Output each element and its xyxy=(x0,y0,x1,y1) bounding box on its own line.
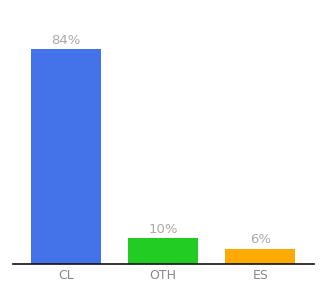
Bar xyxy=(225,249,295,264)
Bar xyxy=(31,49,101,264)
Text: 10%: 10% xyxy=(148,223,178,236)
Text: 84%: 84% xyxy=(52,34,81,46)
Text: 6%: 6% xyxy=(250,233,271,246)
Bar xyxy=(128,238,198,264)
